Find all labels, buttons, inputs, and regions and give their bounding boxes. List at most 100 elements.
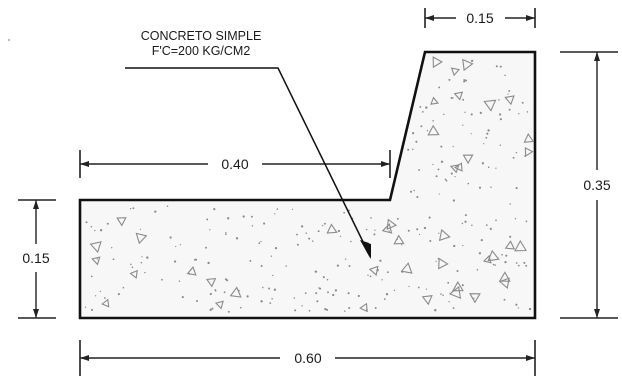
- hatch-dot: [194, 258, 198, 261]
- hatch-dot: [94, 229, 96, 232]
- hatch-dot: [348, 265, 351, 267]
- hatch-dot: [417, 286, 420, 289]
- hatch-dot: [207, 261, 210, 265]
- hatch-dot: [454, 175, 456, 178]
- hatch-dot: [260, 240, 262, 243]
- hatch-dot: [435, 260, 437, 262]
- hatch-dot: [373, 233, 376, 236]
- hatch-dot: [495, 65, 498, 68]
- hatch-dot: [494, 264, 496, 266]
- hatch-dot: [250, 215, 253, 218]
- hatch-dot: [470, 59, 474, 63]
- hatch-dot: [465, 79, 468, 82]
- base-height-label: 0.15: [22, 250, 49, 266]
- hatch-dot: [369, 275, 372, 278]
- hatch-dot: [370, 217, 372, 219]
- hatch-dot: [308, 237, 311, 240]
- hatch-dot: [490, 186, 492, 188]
- hatch-dot: [498, 99, 500, 101]
- hatch-dot: [308, 309, 311, 312]
- hatch-dot: [205, 246, 207, 249]
- hatch-dot: [85, 221, 88, 224]
- hatch-triangle: [483, 99, 497, 112]
- hatch-dot: [240, 306, 242, 309]
- hatch-dot: [213, 207, 216, 211]
- hatch-dot: [442, 294, 444, 296]
- hatch-triangle: [101, 298, 110, 308]
- hatch-dot: [322, 276, 325, 279]
- hatch-dot: [249, 259, 252, 262]
- hatch-triangle: [462, 58, 474, 72]
- hatch-dot: [374, 229, 376, 231]
- hatch-dot: [327, 291, 329, 294]
- hatch-dot: [462, 124, 464, 126]
- top-width-label: 0.15: [466, 10, 493, 26]
- hatch-dot: [225, 231, 227, 234]
- hatch-dot: [429, 239, 432, 243]
- hatch-dot: [448, 78, 451, 81]
- hatch-dot: [428, 216, 431, 219]
- hatch-dot: [504, 74, 506, 77]
- hatch-triangle: [214, 300, 224, 310]
- hatch-dot: [517, 264, 520, 267]
- hatch-dot: [435, 175, 438, 178]
- hatch-dot: [448, 301, 450, 303]
- hatch-triangle: [91, 256, 101, 266]
- hatch-dot: [181, 296, 184, 299]
- dimension-total-width: 0.60: [79, 340, 536, 376]
- hatch-triangle: [129, 269, 138, 279]
- hatch-dot: [323, 222, 326, 225]
- hatch-triangle: [504, 95, 515, 106]
- hatch-dot: [227, 217, 230, 220]
- hatch-dot: [528, 307, 532, 311]
- hatch-dot: [90, 275, 93, 278]
- hatch-dot: [365, 228, 368, 231]
- hatch-dot: [344, 258, 347, 260]
- dimension-step-width: 0.40: [79, 150, 391, 178]
- hatch-dot: [321, 224, 324, 227]
- hatch-dot: [483, 143, 485, 145]
- hatch-dot: [393, 289, 396, 292]
- hatch-triangle: [450, 67, 461, 77]
- hatch-dot: [453, 244, 456, 248]
- hatch-dot: [509, 203, 511, 205]
- hatch-dot: [209, 229, 211, 231]
- hatch-dot: [434, 309, 437, 312]
- material-note-line1: CONCRETO SIMPLE: [141, 29, 262, 43]
- hatch-dot: [463, 79, 466, 81]
- hatch-dot: [104, 297, 106, 299]
- hatch-dot: [296, 233, 298, 236]
- hatch-dot: [326, 308, 329, 311]
- step-width-label: 0.40: [221, 156, 248, 172]
- hatch-dot: [315, 292, 318, 295]
- hatch-triangle: [89, 241, 102, 254]
- hatch-dot: [438, 193, 440, 195]
- hatch-dot: [495, 219, 497, 222]
- hatch-triangle: [386, 218, 398, 230]
- hatch-dot: [504, 260, 507, 264]
- hatch-dot: [470, 113, 473, 116]
- hatch-dot: [129, 208, 132, 210]
- hatch-dot: [400, 244, 403, 246]
- hatch-dot: [332, 293, 335, 297]
- hatch-dot: [178, 280, 181, 282]
- hatch-dot: [421, 111, 424, 113]
- hatch-triangle: [462, 154, 474, 165]
- hatch-dot: [419, 105, 422, 108]
- hatch-triangle: [229, 286, 242, 298]
- hatch-triangle: [487, 249, 500, 262]
- hatch-dot: [515, 151, 518, 154]
- concrete-hatch-pattern: [84, 56, 535, 313]
- hatch-dot: [388, 230, 390, 232]
- hatch-triangle: [438, 257, 449, 270]
- hatch-dot: [418, 233, 421, 236]
- hatch-dot: [260, 300, 263, 303]
- hatch-dot: [507, 93, 509, 95]
- hatch-dot: [425, 106, 428, 109]
- hatch-dot: [509, 235, 512, 238]
- hatch-dot: [492, 263, 495, 266]
- hatch-dot: [407, 229, 410, 232]
- hatch-triangle: [514, 239, 528, 252]
- hatch-dot: [412, 132, 415, 135]
- hatch-dot: [272, 274, 274, 277]
